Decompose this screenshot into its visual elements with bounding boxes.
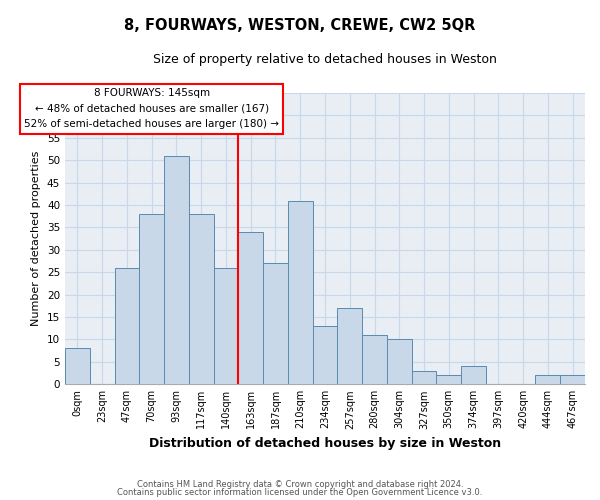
Title: Size of property relative to detached houses in Weston: Size of property relative to detached ho… [153,52,497,66]
Bar [263,264,288,384]
Bar [288,200,313,384]
Text: 8, FOURWAYS, WESTON, CREWE, CW2 5QR: 8, FOURWAYS, WESTON, CREWE, CW2 5QR [124,18,476,32]
Text: Contains public sector information licensed under the Open Government Licence v3: Contains public sector information licen… [118,488,482,497]
Bar [65,348,90,384]
Bar [387,340,412,384]
Text: 8 FOURWAYS: 145sqm
← 48% of detached houses are smaller (167)
52% of semi-detach: 8 FOURWAYS: 145sqm ← 48% of detached hou… [24,88,279,130]
Bar [115,268,139,384]
Bar [313,326,337,384]
Y-axis label: Number of detached properties: Number of detached properties [31,151,41,326]
Text: Contains HM Land Registry data © Crown copyright and database right 2024.: Contains HM Land Registry data © Crown c… [137,480,463,489]
Bar [214,268,238,384]
Bar [189,214,214,384]
Bar [436,376,461,384]
Bar [362,335,387,384]
X-axis label: Distribution of detached houses by size in Weston: Distribution of detached houses by size … [149,437,501,450]
Bar [560,376,585,384]
Bar [164,156,189,384]
Bar [139,214,164,384]
Bar [461,366,486,384]
Bar [412,371,436,384]
Bar [535,376,560,384]
Bar [337,308,362,384]
Bar [238,232,263,384]
